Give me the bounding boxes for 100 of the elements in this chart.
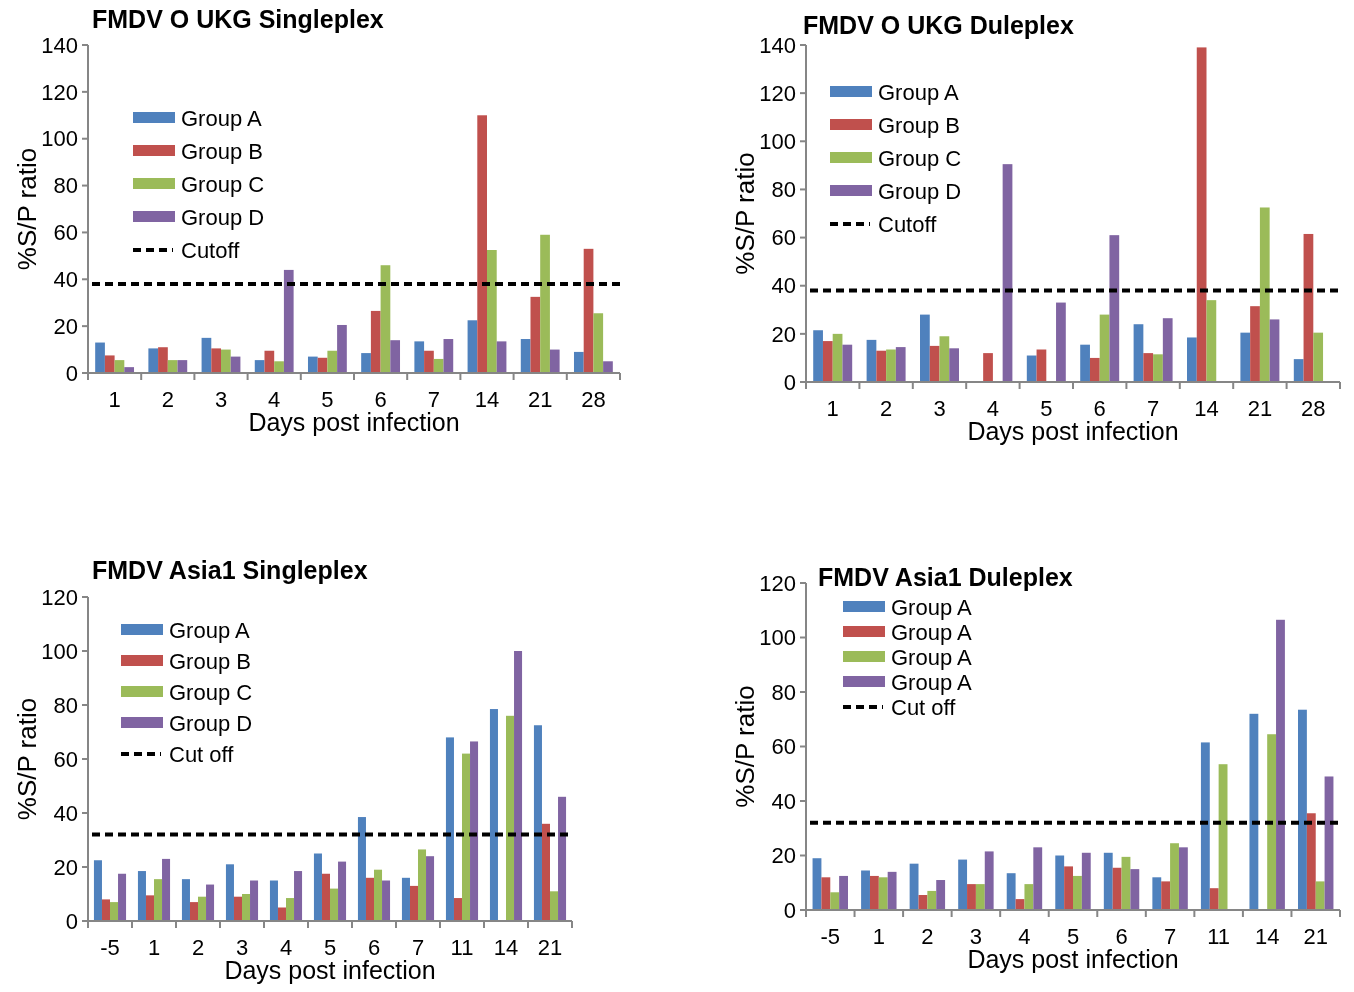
bar [453, 898, 462, 921]
bar [1306, 813, 1316, 910]
bar [95, 342, 105, 373]
legend-label: Group A [891, 669, 973, 695]
y-tick-label: 80 [53, 692, 78, 718]
bar [426, 856, 435, 921]
y-tick-label: 80 [771, 177, 796, 203]
bar [1133, 324, 1144, 382]
bar [984, 851, 994, 910]
y-tick-label: 60 [771, 225, 796, 251]
bar [462, 753, 471, 921]
x-tick-label: 11 [1207, 924, 1231, 949]
bar [154, 879, 163, 921]
bar [1276, 619, 1285, 910]
bar [1240, 332, 1251, 382]
bar [445, 737, 454, 921]
legend-label: Cutoff [181, 237, 241, 263]
bar [967, 884, 976, 910]
bar [307, 356, 318, 373]
bar [1153, 354, 1163, 382]
x-tick-label: 14 [474, 387, 500, 412]
bar [370, 310, 381, 373]
y-tick-label: 100 [759, 625, 796, 651]
bar [418, 849, 427, 921]
bar [286, 898, 295, 921]
x-tick-label: 21 [537, 935, 563, 960]
x-tick-label: 3 [933, 396, 946, 421]
bar [327, 350, 338, 373]
bar [1024, 884, 1034, 910]
bar [1006, 873, 1016, 910]
x-tick-label: 28 [581, 387, 606, 412]
bar [206, 884, 215, 921]
legend-label: Group A [169, 617, 251, 643]
bar [148, 348, 159, 373]
bar [1073, 875, 1082, 910]
bar [489, 709, 498, 921]
x-tick-label: 1 [108, 387, 121, 412]
x-tick-label: 14 [1194, 396, 1219, 421]
x-tick-label: 2 [161, 387, 174, 412]
x-tick-label: -5 [100, 935, 120, 960]
bar [1064, 866, 1073, 910]
bar [939, 336, 950, 382]
bar [137, 871, 146, 921]
y-tick-label: 40 [771, 788, 796, 814]
bar [1178, 847, 1188, 910]
chart-title: FMDV Asia1 Duleplex [818, 563, 1073, 591]
bar [1269, 319, 1280, 382]
bar [869, 875, 879, 910]
x-tick-label: 21 [1247, 396, 1273, 421]
y-axis-title: %S/P ratio [730, 152, 760, 275]
bar [233, 896, 242, 921]
bar [443, 339, 454, 373]
bar [357, 817, 366, 921]
bar [541, 823, 550, 921]
bar [550, 891, 559, 921]
bar [1206, 300, 1217, 382]
bar [533, 725, 542, 921]
y-axis-title: %S/P ratio [12, 697, 42, 821]
bar [470, 741, 479, 921]
bar [887, 871, 897, 910]
legend-label: Group C [169, 679, 253, 705]
bar [506, 715, 515, 921]
bar [558, 796, 567, 921]
bar [520, 339, 531, 373]
bar [861, 870, 870, 910]
bar [1033, 847, 1043, 910]
legend-label: Group A [891, 644, 973, 670]
bar [866, 339, 877, 382]
bar [949, 348, 959, 382]
bar [313, 853, 322, 921]
y-tick-label: 0 [65, 360, 78, 386]
bar [958, 859, 968, 910]
bar [269, 880, 278, 921]
y-tick-label: 100 [41, 126, 78, 152]
legend-label: Group B [169, 648, 251, 674]
bar [1298, 709, 1307, 910]
legend-label: Cut off [169, 741, 235, 767]
bar [337, 324, 347, 373]
bar [549, 349, 560, 373]
bar [593, 313, 604, 373]
x-tick-label: 21 [527, 387, 553, 412]
bar [1249, 713, 1259, 910]
legend-label: Group A [878, 79, 960, 105]
x-tick-label: 3 [214, 387, 228, 412]
y-tick-label: 0 [783, 369, 796, 395]
y-tick-label: 80 [53, 173, 78, 199]
bar [1089, 357, 1100, 382]
bar [1209, 888, 1219, 910]
x-tick-label: 2 [879, 396, 893, 421]
bar [93, 860, 102, 921]
y-tick-label: 40 [53, 266, 78, 292]
bar [198, 896, 207, 921]
legend-label: Cutoff [878, 211, 938, 237]
bar [496, 341, 507, 373]
y-tick-label: 0 [783, 897, 796, 923]
bar [1056, 302, 1066, 382]
bar [264, 350, 275, 373]
x-tick-label: 21 [1303, 924, 1328, 949]
bar [274, 361, 284, 373]
y-tick-label: 20 [771, 321, 796, 347]
